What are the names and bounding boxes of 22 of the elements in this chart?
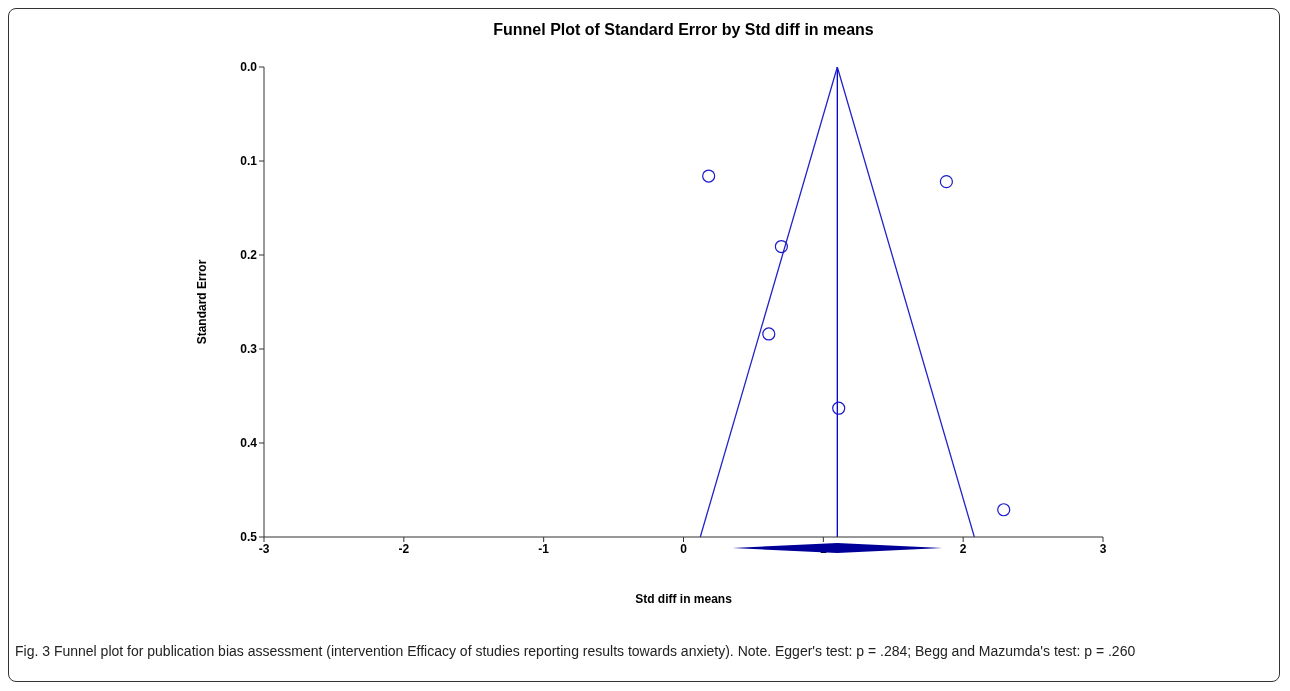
x-tick-label: 2 (959, 541, 967, 556)
caption: Fig. 3 Funnel plot for publication bias assessment (intervention Efficacy of studies reporting results towards anxiety). Note. Egger's test: p = .284; Begg and Mazumda's test: p = .260 (15, 642, 1137, 661)
y-tick-label: 0.0 (240, 60, 258, 75)
point (774, 239, 788, 254)
x-tick-label: -1 (538, 541, 550, 556)
x-tick-label: -2 (398, 541, 410, 556)
y-tick-label: 0.2 (240, 248, 258, 263)
y-tick-label: 0.5 (240, 530, 258, 545)
chart-title: Funnel Plot of Standard Error by Std diff in means (492, 21, 875, 39)
y-tick-label: 0.3 (240, 342, 258, 357)
x-tick-label: -3 (258, 541, 270, 556)
y-tick-label: 0.4 (240, 436, 258, 451)
point (939, 175, 953, 189)
point (997, 503, 1011, 517)
x-axis-title: Std diff in means (635, 592, 733, 606)
point (762, 327, 776, 341)
y-axis-title: Standard Error (195, 259, 210, 345)
point (832, 401, 846, 415)
y-tick-label: 0.1 (240, 154, 258, 169)
point (702, 169, 716, 183)
x-tick-label: 0 (680, 541, 688, 556)
x-tick-label: 3 (1099, 541, 1107, 556)
